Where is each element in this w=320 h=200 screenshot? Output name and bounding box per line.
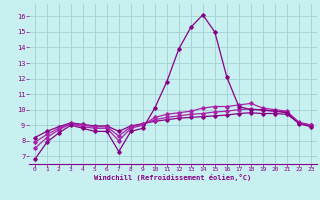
X-axis label: Windchill (Refroidissement éolien,°C): Windchill (Refroidissement éolien,°C) bbox=[94, 174, 252, 181]
